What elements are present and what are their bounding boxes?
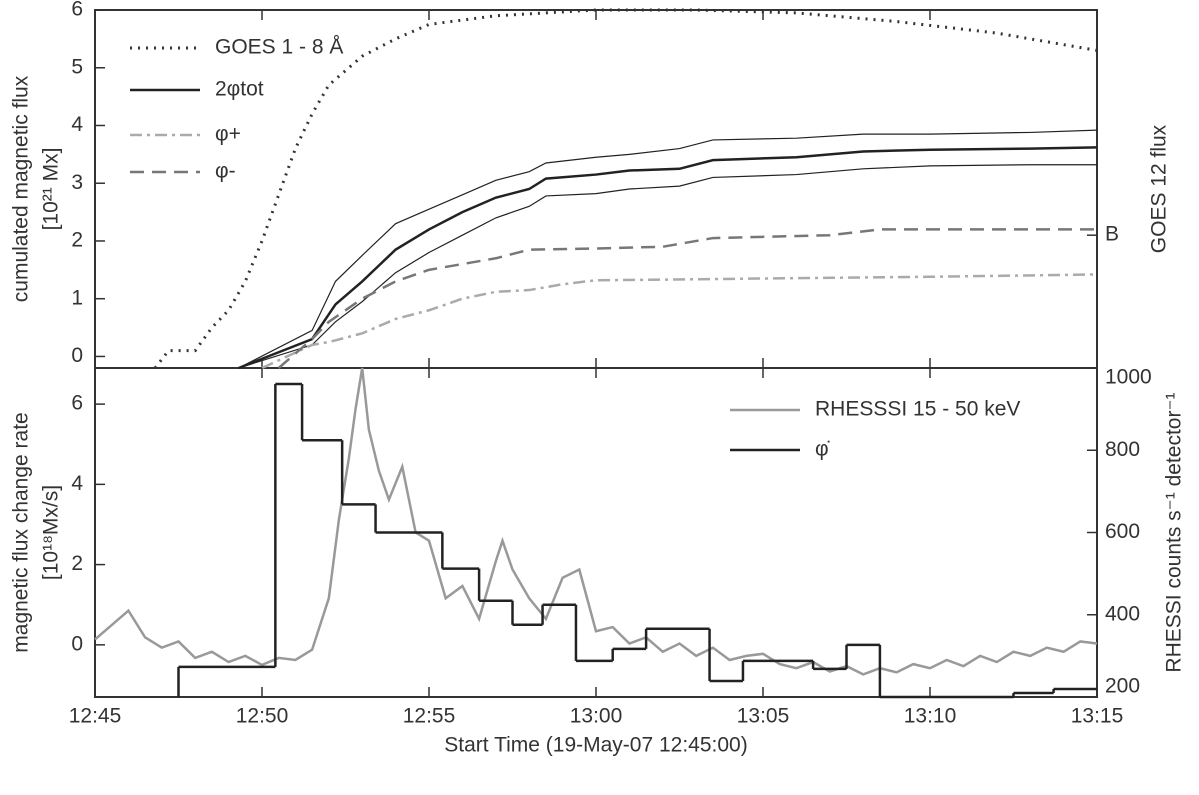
y2-tick-label: 200 xyxy=(1105,675,1140,698)
series-line xyxy=(261,273,1098,370)
series-line xyxy=(277,228,1097,369)
y-axis-label: cumulated magnetic flux xyxy=(10,75,33,302)
y-tick-label: 6 xyxy=(71,0,83,21)
lower-bound-line xyxy=(238,164,1097,369)
y2-tick-label: 600 xyxy=(1105,520,1140,543)
y-axis-label: magnetic flux change rate xyxy=(10,412,33,652)
y-axis-unit: [10¹⁸Mx/s] xyxy=(40,485,63,580)
y2-axis-label: RHESSI counts s⁻¹ detector⁻¹ xyxy=(1163,392,1186,672)
y-tick-label: 5 xyxy=(71,55,83,78)
y-tick-label: 6 xyxy=(71,392,83,415)
x-tick-label: 13:05 xyxy=(737,705,790,728)
legend-label: RHESSSI 15 - 50 keV xyxy=(815,398,1020,421)
upper-bound-line xyxy=(238,129,1098,369)
legend-label: GOES 1 - 8 Å xyxy=(215,36,343,59)
y-tick-label: 4 xyxy=(71,472,83,495)
y2-tick-label: 1000 xyxy=(1105,366,1152,389)
legend-label: φ+ xyxy=(215,123,241,146)
series-line xyxy=(238,146,1098,370)
y-axis-unit: [10²¹ Mx] xyxy=(40,148,63,231)
y-tick-label: 4 xyxy=(71,113,83,136)
legend-label: 2φtot xyxy=(215,78,264,101)
x-tick-label: 12:50 xyxy=(236,705,289,728)
y-tick-label: 1 xyxy=(71,286,83,309)
y2-tick-label: B xyxy=(1105,223,1119,246)
y2-tick-label: 800 xyxy=(1105,438,1140,461)
x-tick-label: 12:45 xyxy=(69,705,122,728)
series-line xyxy=(153,8,1098,369)
x-tick-label: 13:15 xyxy=(1071,705,1124,728)
legend-label: φ- xyxy=(215,160,236,183)
y2-axis-label: GOES 12 flux xyxy=(1148,124,1171,253)
x-tick-label: 12:55 xyxy=(403,705,456,728)
y-tick-label: 0 xyxy=(71,632,83,655)
y-tick-label: 0 xyxy=(71,344,83,367)
x-tick-label: 13:00 xyxy=(570,705,623,728)
y-tick-label: 2 xyxy=(71,552,83,575)
y-tick-label: 2 xyxy=(71,229,83,252)
x-axis-label: Start Time (19-May-07 12:45:00) xyxy=(444,734,747,757)
x-tick-label: 13:10 xyxy=(904,705,957,728)
legend-label: φ̇ xyxy=(815,438,830,461)
y2-tick-label: 400 xyxy=(1105,602,1140,625)
y-tick-label: 3 xyxy=(71,171,83,194)
top-frame xyxy=(94,9,1098,369)
